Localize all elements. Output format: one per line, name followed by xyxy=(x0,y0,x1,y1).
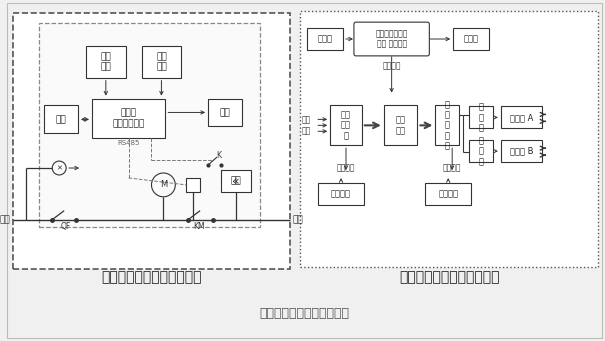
FancyBboxPatch shape xyxy=(318,183,364,205)
Text: 插座: 插座 xyxy=(231,176,241,186)
FancyBboxPatch shape xyxy=(469,106,493,128)
Text: 输入采样: 输入采样 xyxy=(337,164,355,173)
Text: 直流充电桩电气系统原理图: 直流充电桩电气系统原理图 xyxy=(399,270,500,284)
Text: 直流电表: 直流电表 xyxy=(438,189,458,198)
Text: 显示
模块: 显示 模块 xyxy=(100,52,111,72)
Text: 直
流
接
触
器: 直 流 接 触 器 xyxy=(445,100,450,151)
Text: RS485: RS485 xyxy=(117,140,140,146)
FancyBboxPatch shape xyxy=(469,140,493,162)
FancyBboxPatch shape xyxy=(453,28,489,50)
FancyBboxPatch shape xyxy=(501,106,543,128)
Text: 输出: 输出 xyxy=(292,215,303,224)
FancyBboxPatch shape xyxy=(221,170,250,192)
FancyBboxPatch shape xyxy=(300,11,598,267)
Text: 控制信号: 控制信号 xyxy=(382,61,401,70)
Text: 三相
电网: 三相 电网 xyxy=(302,116,311,135)
Text: 刷卡: 刷卡 xyxy=(56,115,67,124)
FancyBboxPatch shape xyxy=(354,22,430,56)
Text: 输入
模块: 输入 模块 xyxy=(156,52,167,72)
Text: K: K xyxy=(216,151,221,160)
FancyBboxPatch shape xyxy=(425,183,471,205)
FancyBboxPatch shape xyxy=(330,105,362,145)
Text: 显示屏: 显示屏 xyxy=(463,34,479,44)
Text: 输入
断路
器: 输入 断路 器 xyxy=(341,110,351,140)
Text: 读卡器: 读卡器 xyxy=(318,34,333,44)
FancyBboxPatch shape xyxy=(7,3,602,338)
Text: 充电枪 B: 充电枪 B xyxy=(510,147,534,155)
Text: ✕: ✕ xyxy=(56,165,62,171)
Text: «: « xyxy=(232,174,240,188)
FancyBboxPatch shape xyxy=(208,99,242,126)
Text: 交流充电桩电气系统原理图: 交流充电桩电气系统原理图 xyxy=(101,270,201,284)
FancyBboxPatch shape xyxy=(307,28,343,50)
FancyBboxPatch shape xyxy=(186,178,200,192)
Text: 监控单元（主控
板、 监控板）: 监控单元（主控 板、 监控板） xyxy=(376,29,408,49)
Text: M: M xyxy=(160,180,167,189)
FancyBboxPatch shape xyxy=(39,23,260,226)
Text: 交流直流充电桩系统原理图: 交流直流充电桩系统原理图 xyxy=(260,307,349,321)
FancyBboxPatch shape xyxy=(92,99,165,138)
FancyBboxPatch shape xyxy=(44,105,78,133)
FancyBboxPatch shape xyxy=(13,13,290,269)
Text: 三相电表: 三相电表 xyxy=(331,189,351,198)
Text: 熔
断
器: 熔 断 器 xyxy=(479,103,483,132)
FancyBboxPatch shape xyxy=(436,105,459,145)
Text: KM: KM xyxy=(194,222,205,231)
FancyBboxPatch shape xyxy=(384,105,417,145)
Text: 充电枪 A: 充电枪 A xyxy=(510,113,534,122)
Text: 熔
断
器: 熔 断 器 xyxy=(479,136,483,166)
Text: 输出采样: 输出采样 xyxy=(443,164,462,173)
FancyBboxPatch shape xyxy=(86,46,126,78)
Text: 整流
模块: 整流 模块 xyxy=(396,116,405,135)
FancyBboxPatch shape xyxy=(501,140,543,162)
Text: 输入: 输入 xyxy=(0,215,10,224)
Text: 充电桩
智能控制模块: 充电桩 智能控制模块 xyxy=(113,109,145,128)
FancyBboxPatch shape xyxy=(142,46,182,78)
Text: 急停: 急停 xyxy=(220,108,231,117)
Text: QF: QF xyxy=(61,222,71,231)
